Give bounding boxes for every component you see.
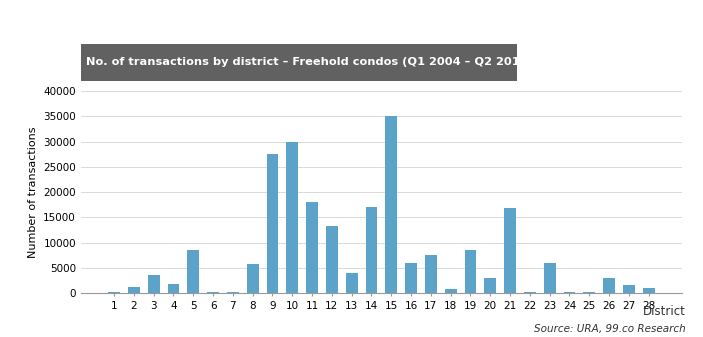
Bar [465, 250, 477, 293]
Text: No. of transactions by district – Freehold condos (Q1 2004 – Q2 2016): No. of transactions by district – Freeho… [86, 57, 533, 67]
Bar [425, 255, 437, 293]
Bar [108, 292, 120, 293]
Bar [306, 202, 318, 293]
Bar [405, 263, 417, 293]
Y-axis label: Number of transactions: Number of transactions [27, 126, 38, 258]
Bar [188, 250, 199, 293]
Bar [484, 278, 496, 293]
Bar [603, 278, 615, 293]
Bar [643, 288, 654, 293]
Bar [543, 263, 555, 293]
Bar [247, 264, 259, 293]
Text: Source: URA, 99.co Research: Source: URA, 99.co Research [534, 324, 685, 334]
Bar [524, 292, 536, 293]
Bar [385, 116, 397, 293]
Bar [167, 284, 179, 293]
Bar [445, 288, 457, 293]
Bar [266, 154, 278, 293]
Bar [286, 142, 298, 293]
Bar [504, 208, 516, 293]
Bar [366, 207, 378, 293]
Bar [623, 285, 635, 293]
Bar [326, 226, 338, 293]
Bar [128, 287, 140, 293]
Bar [583, 292, 595, 293]
Bar [346, 273, 358, 293]
Bar [148, 276, 160, 293]
Text: District: District [643, 305, 685, 318]
Bar [207, 292, 219, 293]
